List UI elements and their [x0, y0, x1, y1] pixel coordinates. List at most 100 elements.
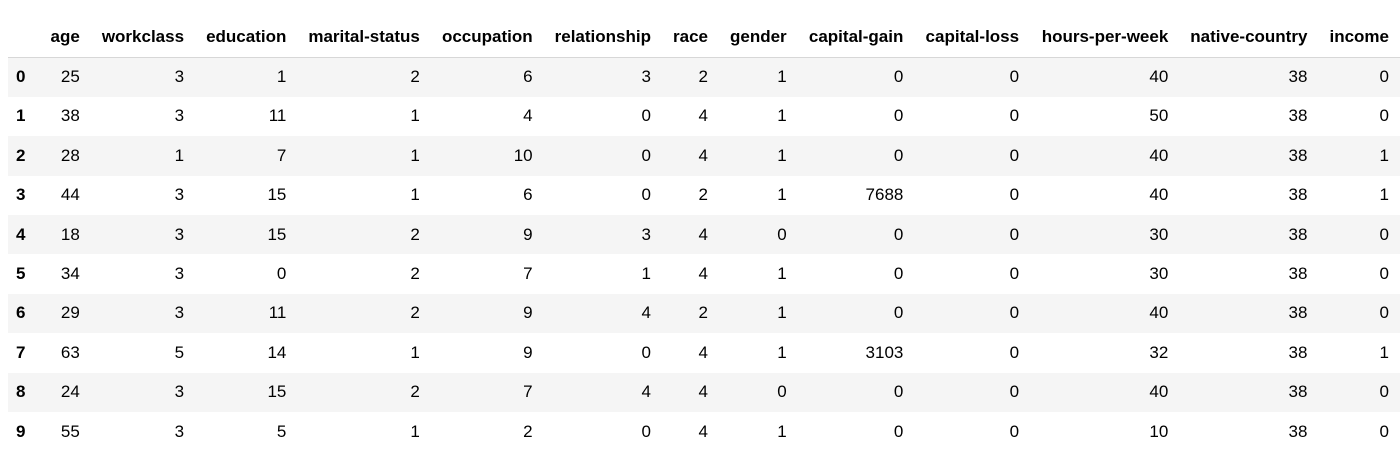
cell-capital-gain: 0	[893, 224, 904, 244]
cell-marital-status: 2	[410, 382, 420, 402]
cell-marital-status: 2	[410, 67, 420, 87]
cell-native-country: 38	[1288, 67, 1308, 87]
cell-education: 7	[276, 145, 287, 165]
cell-gender: 0	[777, 224, 787, 244]
cell-income: 0	[1379, 224, 1389, 244]
cell-income: 0	[1379, 421, 1389, 441]
cell-native-country: 38	[1288, 382, 1308, 402]
cell-capital-gain: 0	[893, 303, 904, 323]
cell-capital-gain: 0	[893, 106, 904, 126]
cell-capital-loss: 0	[1009, 185, 1020, 205]
cell-occupation: 4	[523, 106, 533, 126]
cell-education: 1	[276, 67, 287, 87]
table-row: 6 29 3 11 2 9 4 2 1 0 0 40 38 0	[8, 293, 1400, 334]
cell-age: 18	[60, 224, 80, 244]
row-index: 9	[16, 421, 26, 441]
column-header-education: education	[195, 18, 298, 58]
cell-marital-status: 1	[410, 145, 420, 165]
cell-occupation: 9	[523, 224, 533, 244]
cell-native-country: 38	[1288, 185, 1308, 205]
cell-marital-status: 2	[410, 303, 420, 323]
cell-age: 34	[60, 264, 80, 284]
cell-age: 29	[60, 303, 80, 323]
cell-marital-status: 2	[410, 264, 420, 284]
table-row: 5 34 3 0 2 7 1 4 1 0 0 30 38 0	[8, 254, 1400, 293]
cell-income: 0	[1379, 382, 1389, 402]
cell-workclass: 5	[174, 342, 185, 362]
cell-education: 0	[276, 264, 287, 284]
cell-native-country: 38	[1288, 264, 1308, 284]
cell-gender: 1	[777, 342, 787, 362]
cell-race: 2	[698, 303, 708, 323]
cell-education: 14	[267, 342, 287, 362]
cell-hours-per-week: 40	[1149, 145, 1169, 165]
cell-relationship: 4	[641, 303, 651, 323]
cell-workclass: 3	[174, 303, 185, 323]
cell-education: 15	[267, 382, 287, 402]
cell-native-country: 38	[1288, 342, 1308, 362]
cell-workclass: 3	[174, 224, 185, 244]
cell-relationship: 1	[641, 264, 651, 284]
cell-age: 38	[60, 106, 80, 126]
cell-capital-gain: 0	[893, 264, 904, 284]
cell-hours-per-week: 40	[1149, 67, 1169, 87]
table-header: age workclass education marital-status o…	[8, 18, 1400, 58]
cell-income: 1	[1379, 145, 1389, 165]
cell-occupation: 7	[523, 382, 533, 402]
table-body: 0 25 3 1 2 6 3 2 1 0 0 40 38 0 1 38 3 11 1 4 0 4 1 0 0 50 38 0 2 28 1 7…	[8, 57, 1400, 451]
cell-occupation: 6	[523, 67, 533, 87]
cell-hours-per-week: 10	[1149, 421, 1169, 441]
cell-marital-status: 1	[410, 342, 420, 362]
cell-relationship: 0	[641, 342, 651, 362]
row-index: 8	[16, 382, 26, 402]
cell-native-country: 38	[1288, 224, 1308, 244]
cell-education: 11	[268, 106, 287, 126]
cell-capital-loss: 0	[1009, 264, 1020, 284]
cell-education: 15	[267, 224, 287, 244]
column-header-occupation: occupation	[430, 18, 544, 58]
row-index: 0	[16, 67, 26, 87]
cell-income: 1	[1379, 342, 1389, 362]
table-row: 3 44 3 15 1 6 0 2 1 7688 0 40 38 1	[8, 176, 1400, 215]
cell-education: 5	[276, 421, 287, 441]
cell-hours-per-week: 32	[1149, 342, 1169, 362]
cell-native-country: 38	[1288, 303, 1308, 323]
cell-race: 4	[698, 145, 708, 165]
cell-hours-per-week: 30	[1149, 224, 1169, 244]
row-index: 1	[16, 106, 26, 126]
cell-marital-status: 1	[410, 106, 420, 126]
cell-occupation: 7	[523, 264, 533, 284]
cell-native-country: 38	[1288, 106, 1308, 126]
cell-workclass: 3	[174, 264, 185, 284]
table-row: 0 25 3 1 2 6 3 2 1 0 0 40 38 0	[8, 57, 1400, 97]
row-index: 4	[16, 224, 26, 244]
cell-capital-loss: 0	[1009, 145, 1020, 165]
cell-relationship: 3	[641, 67, 651, 87]
cell-capital-gain: 3103	[865, 342, 904, 362]
cell-capital-gain: 0	[893, 145, 904, 165]
table-row: 4 18 3 15 2 9 3 4 0 0 0 30 38 0	[8, 214, 1400, 255]
cell-capital-loss: 0	[1009, 224, 1020, 244]
cell-race: 4	[698, 106, 708, 126]
column-header-workclass: workclass	[90, 18, 196, 58]
cell-gender: 1	[777, 421, 787, 441]
cell-occupation: 9	[523, 342, 533, 362]
cell-capital-loss: 0	[1009, 303, 1020, 323]
cell-hours-per-week: 40	[1149, 382, 1169, 402]
column-header-race: race	[662, 18, 719, 58]
cell-occupation: 2	[523, 421, 533, 441]
cell-race: 2	[698, 185, 708, 205]
dataframe-table: age workclass education marital-status o…	[8, 18, 1400, 451]
column-header-capital-loss: capital-loss	[914, 18, 1031, 58]
cell-relationship: 0	[641, 185, 651, 205]
row-index: 6	[16, 303, 26, 323]
cell-gender: 1	[777, 185, 787, 205]
cell-capital-loss: 0	[1009, 382, 1020, 402]
cell-native-country: 38	[1288, 421, 1308, 441]
cell-workclass: 3	[174, 106, 185, 126]
cell-capital-loss: 0	[1009, 342, 1020, 362]
cell-gender: 1	[777, 145, 787, 165]
row-index: 2	[16, 145, 26, 165]
cell-capital-gain: 0	[893, 67, 904, 87]
cell-gender: 1	[777, 303, 787, 323]
